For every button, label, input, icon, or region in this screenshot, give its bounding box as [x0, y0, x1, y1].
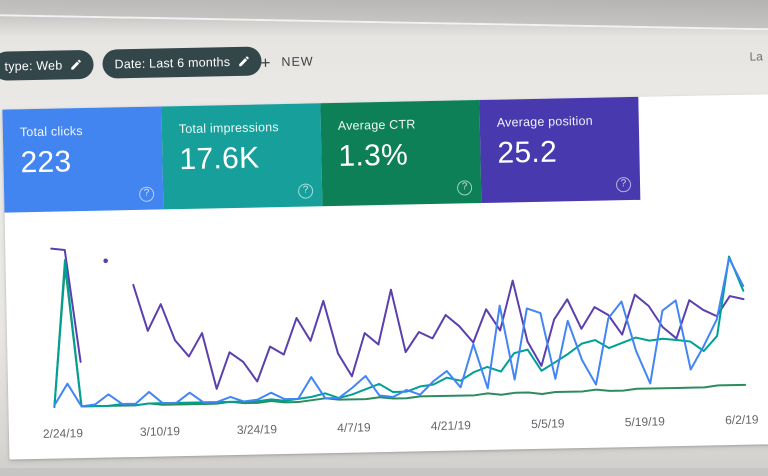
new-filter-button[interactable]: + NEW: [260, 50, 314, 73]
series-total-impressions: [53, 255, 745, 408]
add-icon: +: [260, 52, 271, 72]
filter-chip-label: type: Web: [4, 57, 63, 74]
filter-chip-date-range[interactable]: Date: Last 6 months: [102, 46, 262, 79]
kpi-value: 25.2: [497, 135, 558, 170]
kpi-card-total-clicks[interactable]: Total clicks 223 ?: [2, 106, 164, 213]
x-tick-label: 4/21/19: [430, 418, 472, 434]
series-average-position: [103, 258, 108, 264]
kpi-label: Total clicks: [19, 124, 83, 140]
series-average-position: [50, 247, 82, 363]
kpi-label: Average position: [496, 113, 594, 130]
kpi-card-average-ctr[interactable]: Average CTR 1.3% ?: [320, 100, 482, 207]
help-icon[interactable]: ?: [456, 180, 473, 196]
x-tick-label: 5/5/19: [531, 416, 565, 432]
new-filter-label: NEW: [281, 54, 314, 70]
kpi-label: Total impressions: [178, 120, 279, 137]
chart-svg: [50, 247, 747, 408]
last-updated-fragment: La: [749, 49, 764, 64]
series-total-clicks: [53, 257, 745, 408]
kpi-cards-row: Total clicks 223 ? Total impressions 17.…: [2, 94, 768, 213]
filter-chip-search-type[interactable]: type: Web: [0, 49, 94, 81]
series-average-ctr: [53, 265, 747, 408]
kpi-card-total-impressions[interactable]: Total impressions 17.6K ?: [161, 103, 323, 210]
help-icon[interactable]: ?: [297, 183, 314, 199]
kpi-value: 223: [20, 145, 72, 180]
x-tick-label: 3/10/19: [139, 424, 181, 439]
x-tick-label: 5/19/19: [624, 414, 665, 430]
x-tick-label: 6/2/19: [724, 412, 759, 428]
x-tick-label: 2/24/19: [42, 426, 84, 441]
kpi-value: 1.3%: [338, 138, 409, 173]
x-tick-label: 3/24/19: [236, 422, 278, 437]
performance-panel: Total clicks 223 ? Total impressions 17.…: [2, 93, 768, 460]
kpi-card-average-position[interactable]: Average position 25.2 ?: [479, 96, 641, 204]
performance-line-chart: 2/24/19 3/10/19 3/24/19 4/7/19 4/21/19 5/5/19…: [5, 206, 768, 460]
kpi-value: 17.6K: [179, 141, 260, 177]
kpi-label: Average CTR: [337, 117, 416, 133]
help-icon[interactable]: ?: [139, 186, 155, 202]
edit-icon[interactable]: [69, 58, 82, 71]
series-average-position: [132, 279, 745, 390]
x-tick-label: 4/7/19: [337, 420, 371, 435]
help-icon[interactable]: ?: [615, 177, 632, 193]
filter-chip-label: Date: Last 6 months: [114, 54, 231, 71]
edit-icon[interactable]: [237, 55, 250, 68]
